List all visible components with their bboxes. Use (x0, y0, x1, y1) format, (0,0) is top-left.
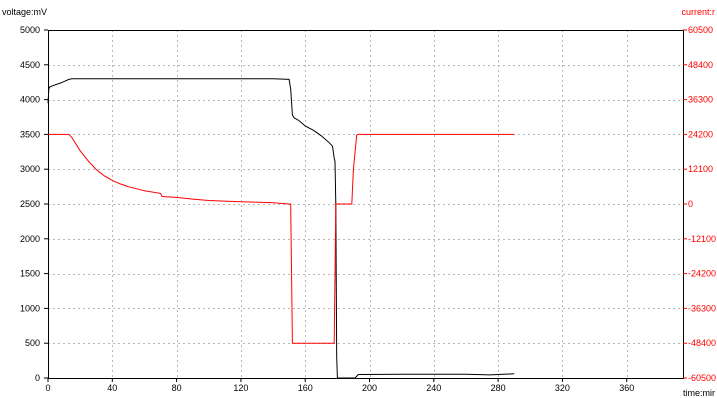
y-right-tick-label: -24200 (688, 269, 716, 279)
y-left-tick-label: 0 (35, 373, 40, 383)
current-series-line (48, 133, 515, 344)
x-tick-label: 200 (362, 383, 377, 393)
y-right-tick-label: 12100 (688, 164, 713, 174)
x-tick-label: 240 (426, 383, 441, 393)
x-axis-title: time:mir (683, 388, 715, 398)
y-left-tick-label: 3500 (20, 129, 40, 139)
y-right-tick-label: 24200 (688, 129, 713, 139)
x-tick-label: 0 (45, 383, 50, 393)
y-left-tick-label: 500 (25, 338, 40, 348)
x-tick-label: 40 (107, 383, 117, 393)
y-left-tick-label: 4000 (20, 95, 40, 105)
y-left-tick-label: 4500 (20, 60, 40, 70)
y-left-tick-label: 1000 (20, 303, 40, 313)
y-right-tick-label: 0 (688, 199, 693, 209)
y-right-tick-label: -48400 (688, 338, 716, 348)
y-left-tick-label: 1500 (20, 269, 40, 279)
x-tick-label: 80 (172, 383, 182, 393)
y-axis-right-title: current:r (681, 7, 715, 17)
voltage-series-line (47, 78, 515, 379)
y-left-tick-label: 2500 (20, 199, 40, 209)
y-left-tick-label: 2000 (20, 234, 40, 244)
y-right-tick-label: -12100 (688, 234, 716, 244)
y-right-tick-label: 48400 (688, 60, 713, 70)
y-axis-left-title: voltage:mV (2, 7, 47, 17)
y-right-tick-label: 36300 (688, 95, 713, 105)
x-tick-label: 120 (233, 383, 248, 393)
y-left-tick-label: 3000 (20, 164, 40, 174)
y-right-tick-label: 60500 (688, 25, 713, 35)
x-tick-label: 360 (619, 383, 634, 393)
x-tick-label: 160 (298, 383, 313, 393)
y-left-tick-label: 5000 (20, 25, 40, 35)
y-right-tick-label: -36300 (688, 303, 716, 313)
y-right-tick-label: -60500 (688, 373, 716, 383)
x-tick-label: 280 (491, 383, 506, 393)
x-tick-label: 320 (555, 383, 570, 393)
